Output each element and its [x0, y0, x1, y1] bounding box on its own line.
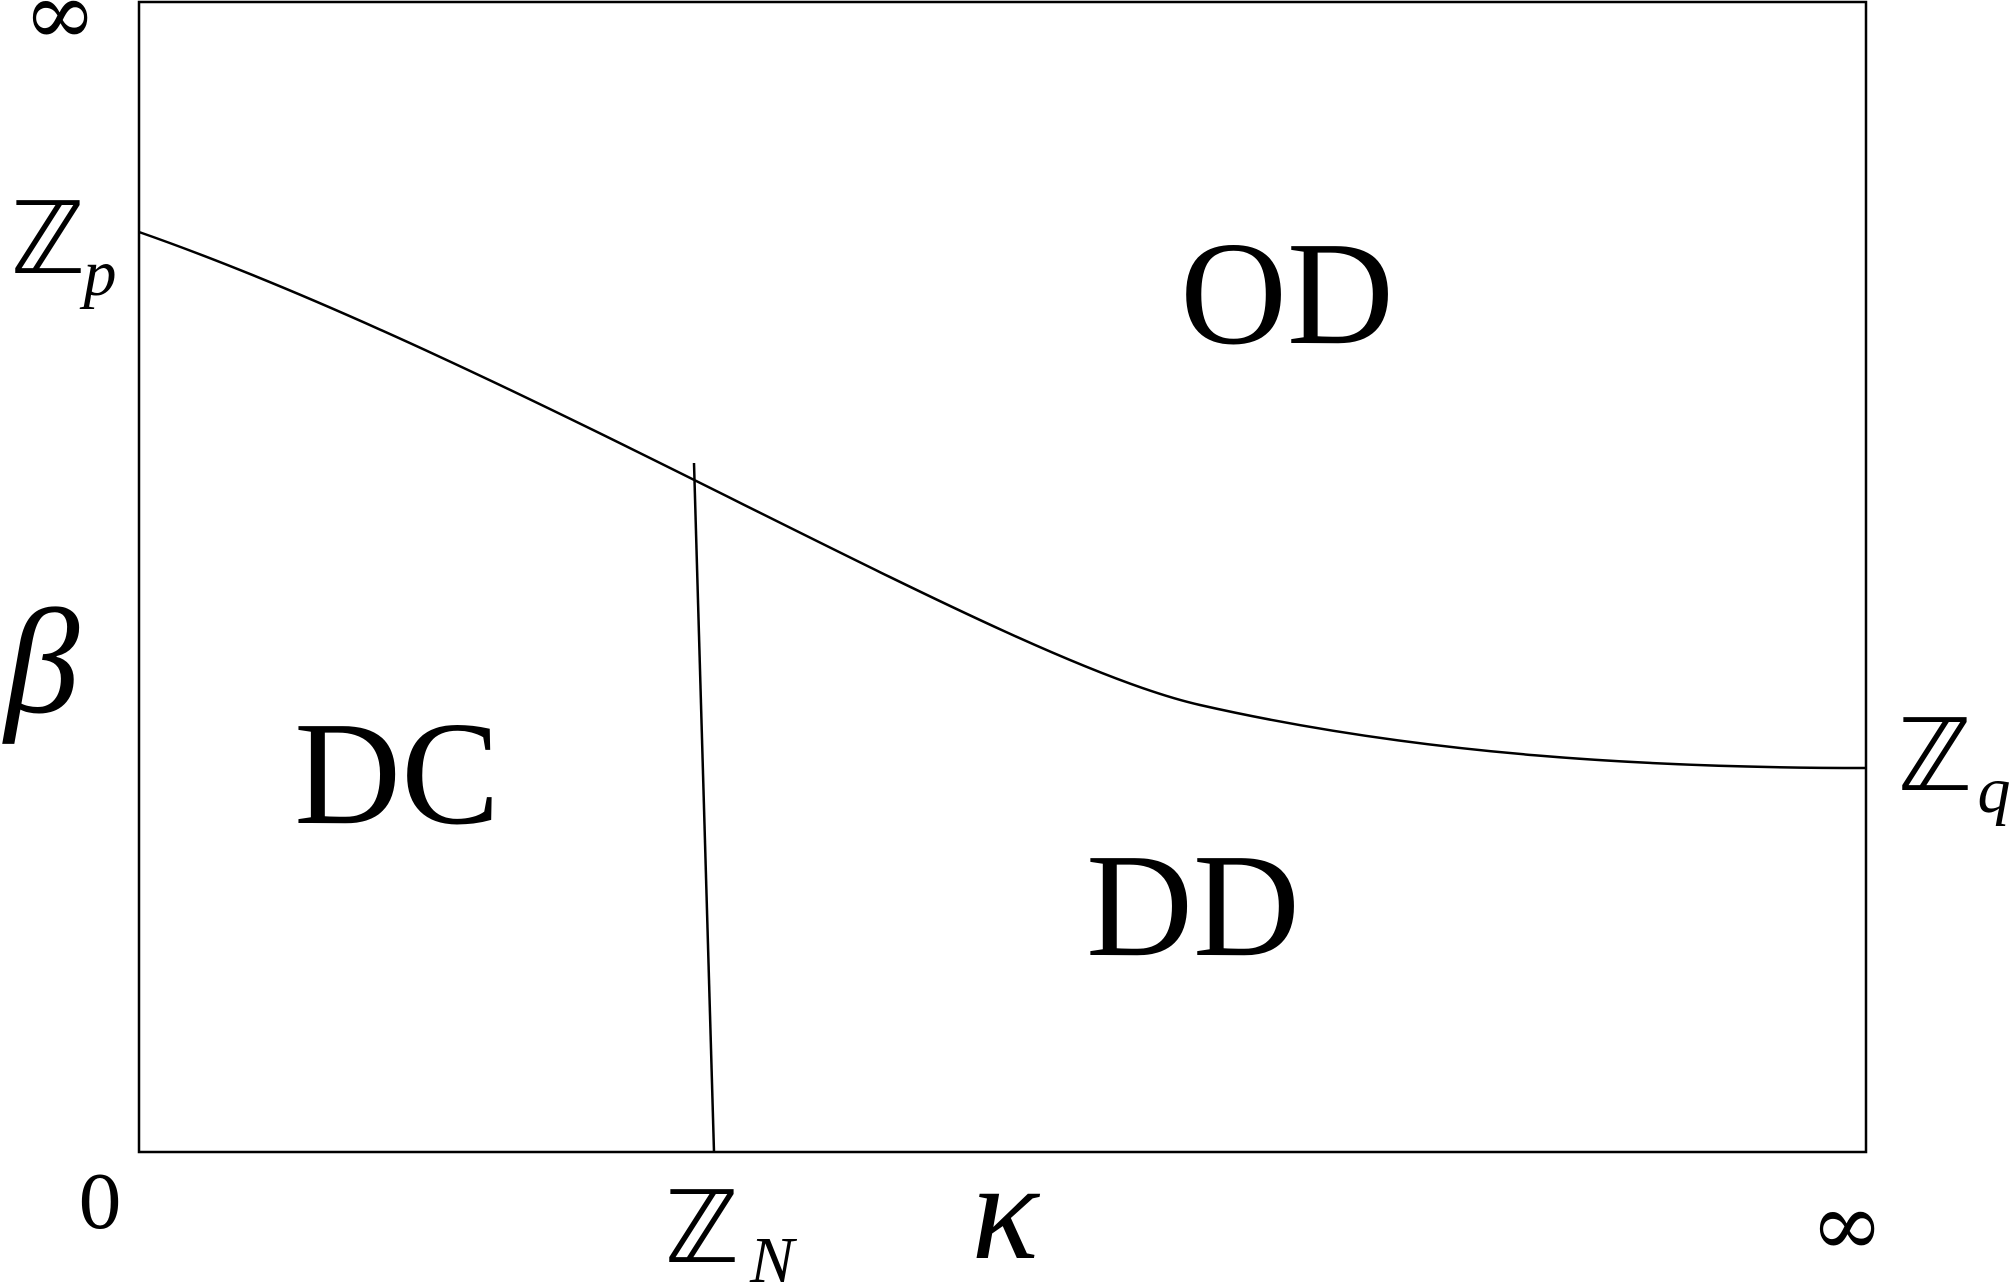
zn-label: ℤ N	[665, 1169, 798, 1287]
phase-boundary-curve	[138, 230, 1867, 770]
zq-symbol: ℤ	[1898, 697, 1972, 814]
y-axis-label: β	[2, 579, 80, 745]
y-axis-max-label: ∞	[23, 0, 96, 65]
x-axis-origin-label: 0	[77, 1161, 123, 1245]
zp-subscript: p	[80, 237, 117, 310]
plot-frame	[137, 0, 1868, 1154]
region-label-dc: DC	[294, 692, 500, 856]
zp-symbol: ℤ	[11, 180, 85, 297]
zn-subscript: N	[749, 1224, 798, 1287]
region-label-dd: DD	[1086, 824, 1300, 988]
zn-symbol: ℤ	[665, 1169, 739, 1286]
phase-boundary-vertical	[692, 462, 716, 1153]
zp-label: ℤ p	[11, 180, 117, 310]
x-axis-max-label: ∞	[1810, 1173, 1883, 1276]
zq-subscript: q	[1978, 754, 2011, 827]
zq-label: ℤ q	[1898, 697, 2011, 827]
region-label-od: OD	[1180, 212, 1394, 376]
x-axis-label: κ	[971, 1134, 1040, 1287]
